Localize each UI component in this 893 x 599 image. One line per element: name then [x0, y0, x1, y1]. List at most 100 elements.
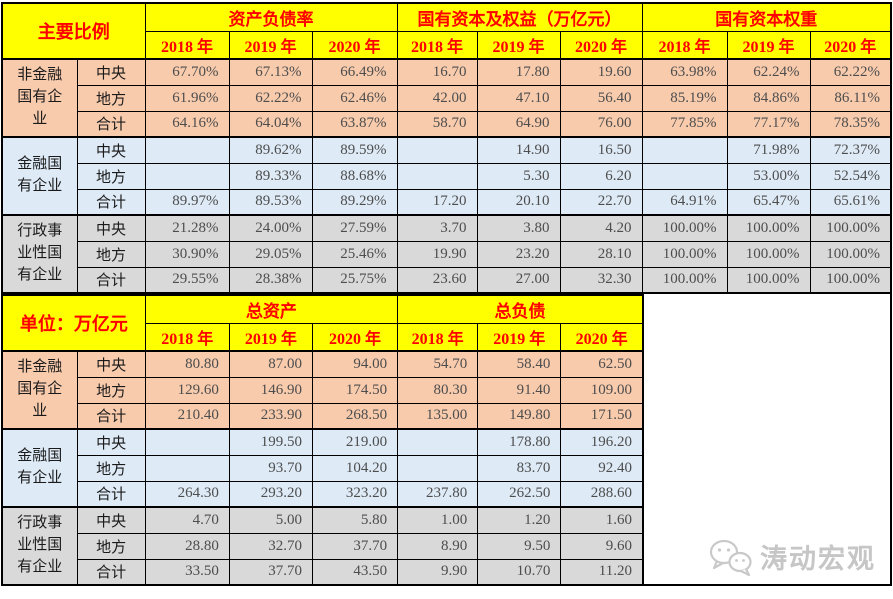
value-cell: 64.04%	[228, 110, 313, 138]
value-cell: 264.30	[144, 480, 230, 508]
table-row: 合计 29.55% 28.38% 25.75% 23.60 27.00 32.30 100.0…	[2, 266, 892, 294]
value-cell: 23.60	[396, 266, 478, 294]
value-cell: 178.80	[477, 428, 562, 456]
value-cell: 94.00	[311, 350, 399, 378]
value-cell: 93.70	[228, 454, 313, 482]
value-cell	[144, 428, 230, 456]
value-cell: 32.70	[228, 532, 313, 560]
value-cell: 100.00%	[809, 240, 892, 268]
year-header-2019: 2019 年	[228, 323, 313, 352]
value-cell: 129.60	[144, 376, 230, 404]
row-group-label: 金融国 有企业	[1, 136, 78, 216]
value-cell: 233.90	[228, 402, 313, 430]
year-header-2018: 2018 年	[641, 31, 728, 60]
totals-table: 单位：万亿元 总资产 总负债 2018 年 2019 年 2020 年 2018…	[1, 294, 644, 586]
row-sublabel: 地方	[76, 454, 146, 482]
watermark-text: 涛动宏观	[760, 544, 876, 574]
value-cell: 67.13%	[228, 58, 313, 86]
value-cell: 23.20	[476, 240, 561, 268]
value-cell: 89.59%	[311, 136, 398, 164]
value-cell: 28.10	[559, 240, 643, 268]
value-cell: 89.33%	[228, 162, 313, 190]
year-header-2020: 2020 年	[560, 323, 644, 352]
value-cell: 21.28%	[144, 214, 230, 242]
value-cell: 83.70	[477, 454, 562, 482]
table-row: 金融国 有企业 中央 199.50 219.00 178.80 196.20	[1, 428, 644, 508]
value-cell: 22.70	[559, 188, 643, 216]
value-cell: 135.00	[397, 402, 479, 430]
value-cell: 100.00%	[726, 214, 811, 242]
table-row: 非金融 国有企 业中央 80.80 87.00 94.00 54.70 58.40 62.5…	[1, 350, 644, 430]
table-row: 地方 129.60 146.90 174.50 80.30 91.40 109.00	[2, 376, 644, 404]
row-sublabel: 地方	[76, 532, 146, 560]
value-cell: 85.19%	[641, 84, 728, 112]
value-cell: 89.53%	[228, 188, 313, 216]
value-cell: 62.46%	[311, 84, 398, 112]
value-cell: 149.80	[477, 402, 562, 430]
value-cell: 80.30	[397, 376, 479, 404]
value-cell: 3.70	[396, 214, 478, 242]
whitespace-region: 涛动宏观	[644, 294, 892, 586]
value-cell: 86.11%	[809, 84, 892, 112]
table-row: 地方 93.70 104.20 83.70 92.40	[2, 454, 644, 482]
value-cell: 146.90	[228, 376, 313, 404]
value-cell: 25.46%	[311, 240, 398, 268]
value-cell: 268.50	[311, 402, 399, 430]
table-row: 金融国 有企业 中央 89.62% 89.59% 14.90 16.50 71.98% 72.…	[1, 136, 892, 216]
financial-tables-sheet: 主要比例 资产负债率 国有资本及权益（万亿元） 国有资本权重 2018 年 20…	[1, 2, 893, 586]
value-cell: 78.35%	[809, 110, 892, 138]
row-group-label: 金融国 有企业	[1, 428, 78, 508]
value-cell: 323.20	[311, 480, 399, 508]
year-header-2018: 2018 年	[144, 31, 230, 60]
row-sublabel: 地方	[76, 84, 146, 112]
value-cell: 54.70	[397, 350, 479, 378]
row-sublabel: 中央	[76, 506, 146, 534]
value-cell: 9.50	[477, 532, 562, 560]
row-sublabel: 中央	[76, 136, 146, 164]
value-cell: 100.00%	[809, 266, 892, 294]
value-cell	[397, 454, 479, 482]
table-row: 合计 33.50 37.70 43.50 9.90 10.70 11.20	[2, 558, 644, 586]
value-cell: 62.24%	[726, 58, 811, 86]
value-cell: 30.90%	[144, 240, 230, 268]
value-cell: 1.20	[477, 506, 562, 534]
value-cell: 17.80	[476, 58, 561, 86]
value-cell: 76.00	[559, 110, 643, 138]
year-header-2020: 2020 年	[559, 31, 643, 60]
table-row: 地方 89.33% 88.68% 5.30 6.20 53.00% 52.54%	[2, 162, 892, 190]
value-cell: 52.54%	[809, 162, 892, 190]
year-header-2019: 2019 年	[477, 323, 562, 352]
value-cell: 65.47%	[726, 188, 811, 216]
table-row: 合计 64.16% 64.04% 63.87% 58.70 64.90 76.00 77.85…	[2, 110, 892, 138]
table-row: 非金融 国有企 业中央 67.70% 67.13% 66.49% 16.70 17.80 1…	[1, 58, 892, 138]
value-cell: 66.49%	[311, 58, 398, 86]
value-cell: 37.70	[311, 532, 399, 560]
row-sublabel: 地方	[76, 240, 146, 268]
value-cell: 100.00%	[726, 266, 811, 294]
colgroup-state-capital-and-equity: 国有资本及权益（万亿元）	[396, 2, 643, 32]
value-cell: 62.50	[560, 350, 644, 378]
value-cell: 5.00	[228, 506, 313, 534]
bottom-section: 单位：万亿元 总资产 总负债 2018 年 2019 年 2020 年 2018…	[1, 294, 892, 586]
value-cell: 64.90	[476, 110, 561, 138]
table-row: 行政事 业性国 有企业 中央 21.28% 24.00% 27.59% 3.70 3.80 4…	[1, 214, 892, 294]
year-header-2018: 2018 年	[144, 323, 230, 352]
year-header-2020: 2020 年	[311, 31, 398, 60]
value-cell: 9.90	[397, 558, 479, 586]
table-row: 合计 210.40 233.90 268.50 135.00 149.80 171.50	[2, 402, 644, 430]
value-cell: 58.40	[477, 350, 562, 378]
row-group-label: 行政事 业性国 有企业	[1, 506, 78, 586]
value-cell: 1.60	[560, 506, 644, 534]
table-row: 地方 28.80 32.70 37.70 8.90 9.50 9.60	[2, 532, 644, 560]
year-header-2018: 2018 年	[396, 31, 478, 60]
colgroup-total-liabilities: 总负债	[397, 294, 644, 324]
value-cell: 8.90	[397, 532, 479, 560]
value-cell: 71.98%	[726, 136, 811, 164]
year-header-2020: 2020 年	[809, 31, 892, 60]
value-cell: 42.00	[396, 84, 478, 112]
value-cell: 53.00%	[726, 162, 811, 190]
value-cell: 25.75%	[311, 266, 398, 294]
row-sublabel: 合计	[76, 480, 146, 508]
value-cell	[396, 162, 478, 190]
row-sublabel: 中央	[76, 428, 146, 456]
